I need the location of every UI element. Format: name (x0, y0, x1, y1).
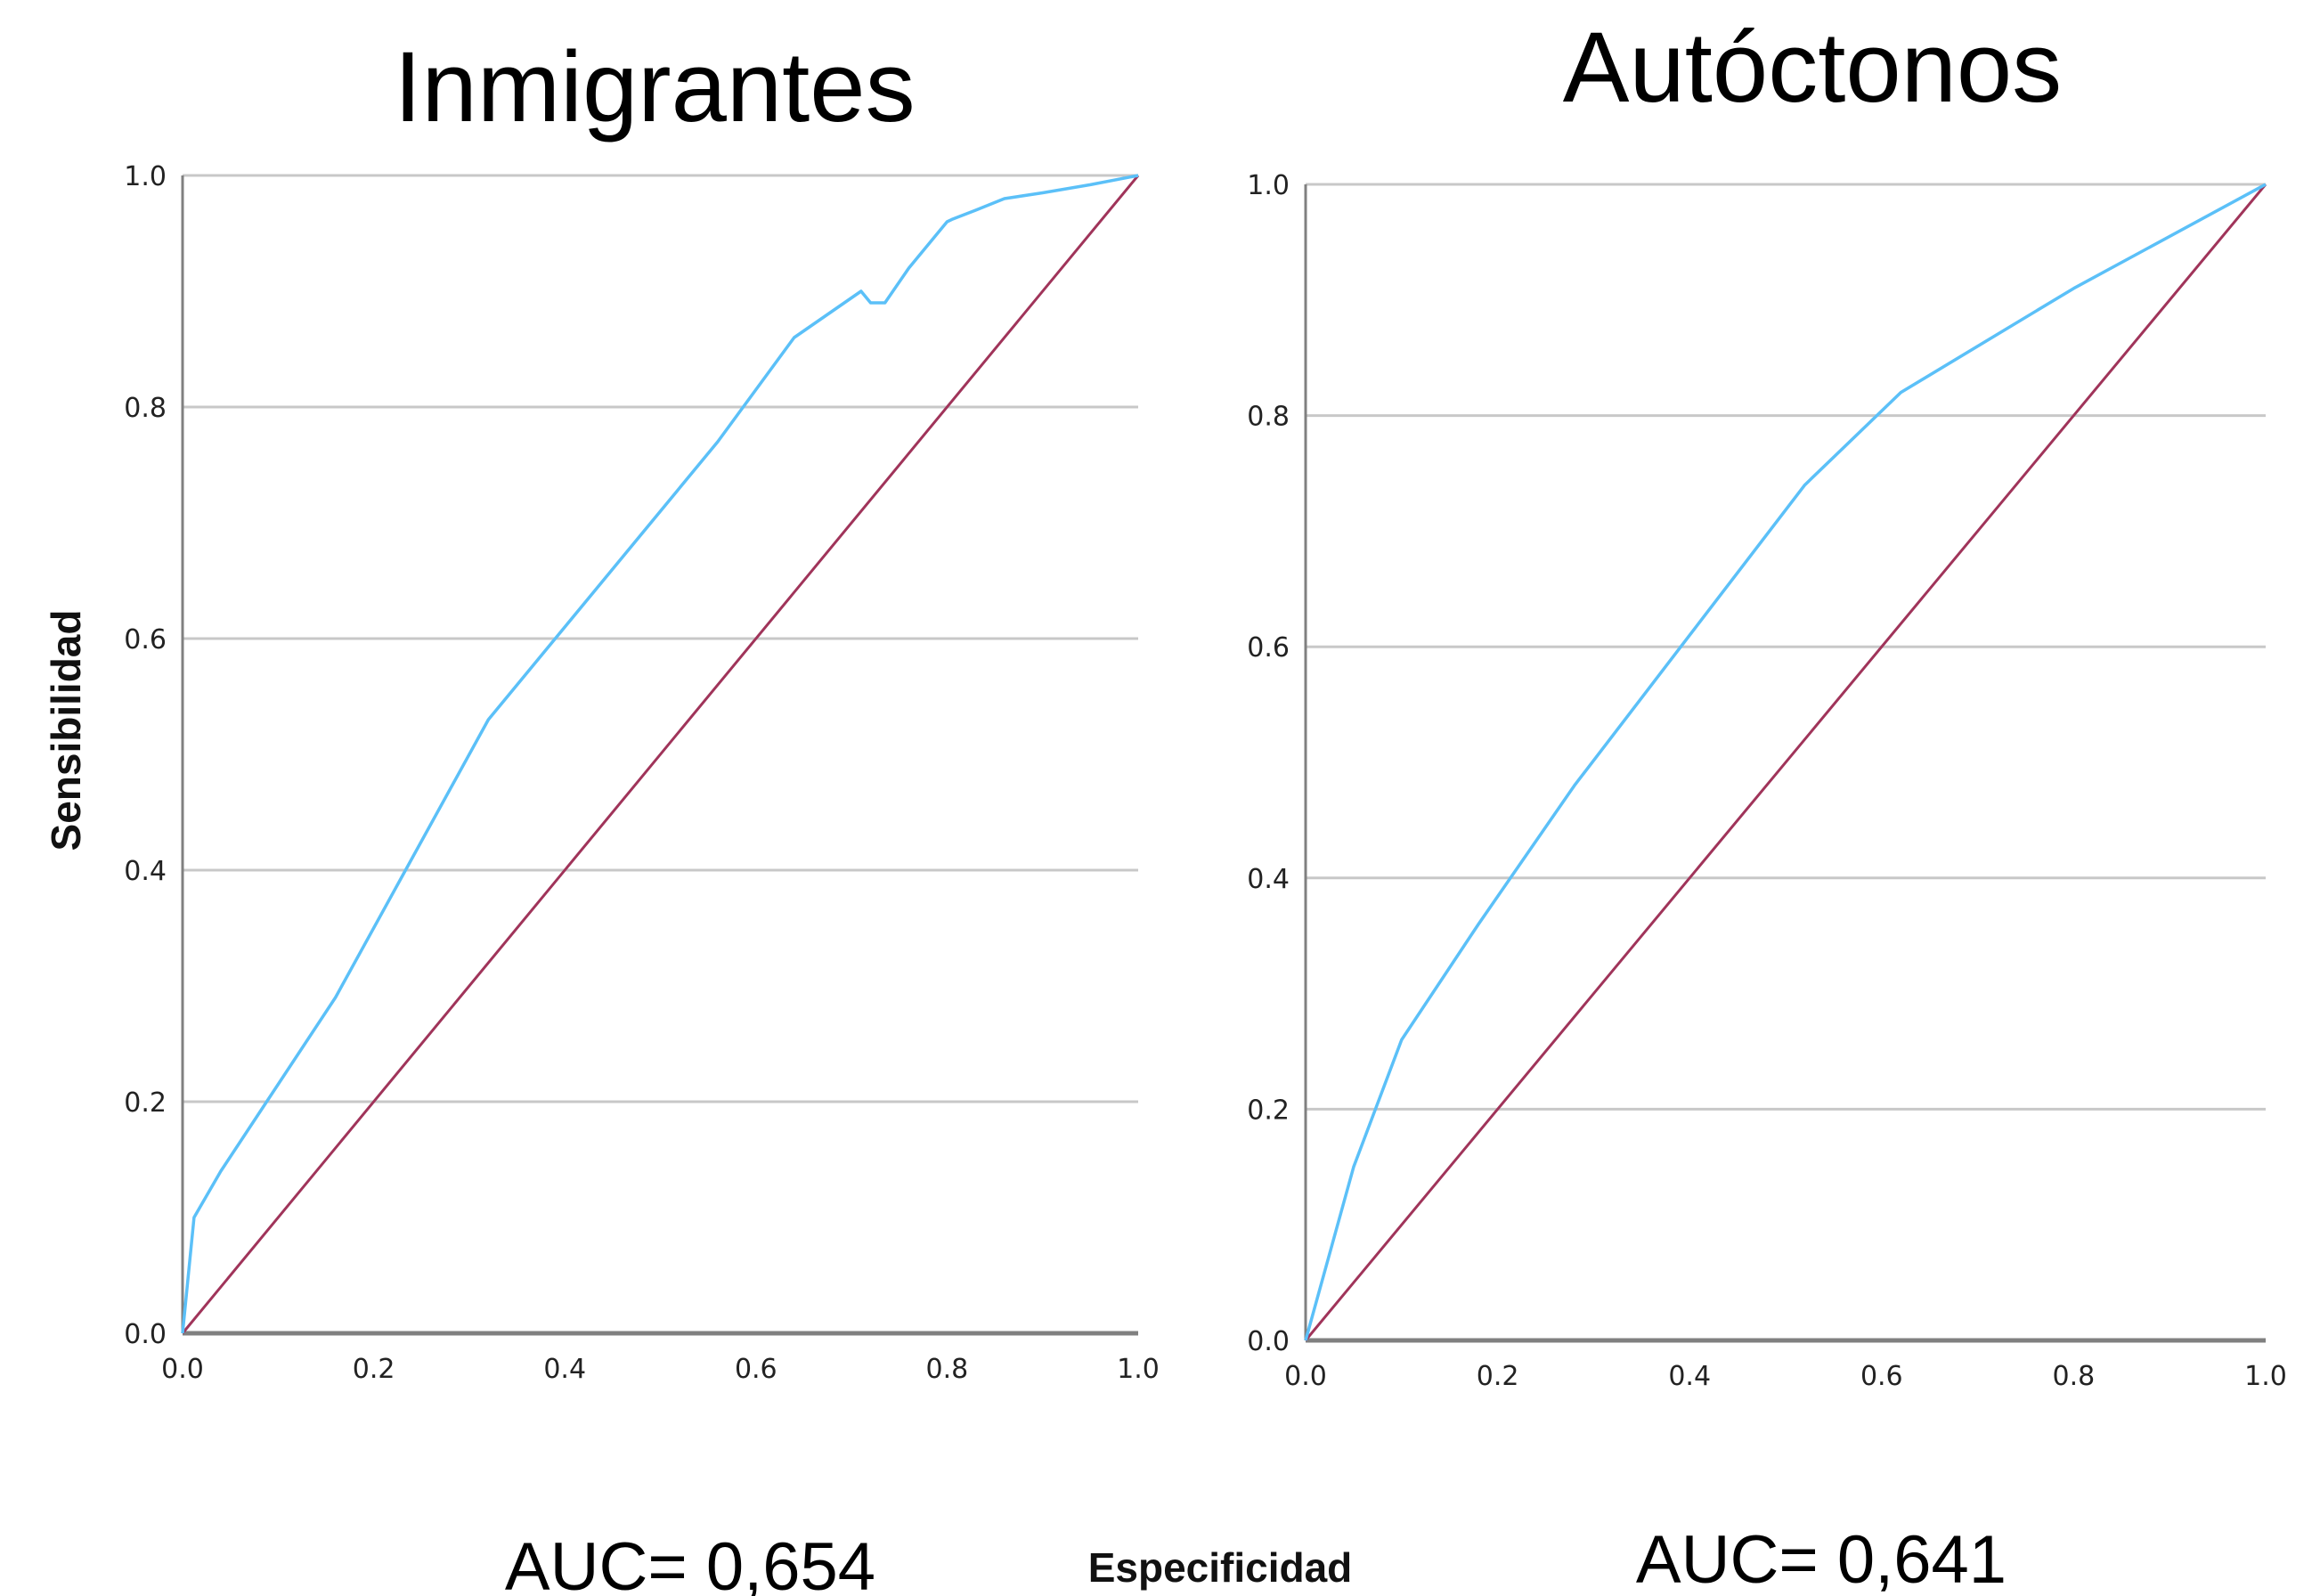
autoctonos-roc-curve (1304, 183, 2267, 1341)
autoctonos-y-tick-label: 0.8 (1247, 402, 1290, 433)
autoctonos-y-tick-label: 0.2 (1247, 1095, 1290, 1126)
autoctonos-x-tick-label: 0.0 (1284, 1361, 1327, 1392)
inmigrantes-x-tick-label: 0.4 (543, 1354, 586, 1385)
auc-annotation-inmigrantes: AUC= 0,654 (505, 1529, 875, 1596)
inmigrantes-y-tick-label: 1.0 (124, 161, 167, 192)
x-axis-label: Especificidad (1088, 1544, 1353, 1591)
inmigrantes-x-tick-label: 0.2 (353, 1354, 395, 1385)
inmigrantes-y-tick-label: 0.8 (124, 393, 167, 424)
autoctonos-x-tick-label: 0.6 (1860, 1361, 1903, 1392)
inmigrantes-x-tick-label: 0.0 (161, 1354, 204, 1385)
y-axis-label: Sensibilidad (43, 610, 89, 851)
inmigrantes-x-tick-label: 0.6 (735, 1354, 777, 1385)
roc-panel-autoctonos: 0.0 0.2 0.4 0.6 0.8 1.0 0.0 0.2 0.4 0.6 0.8 1.0 (1247, 170, 2287, 1392)
inmigrantes-reference-diagonal (181, 175, 1140, 1334)
auc-annotation-autoctonos: AUC= 0,641 (1636, 1522, 2007, 1596)
inmigrantes-y-tick-label: 0.4 (124, 856, 167, 887)
autoctonos-y-tick-label: 1.0 (1247, 170, 1290, 201)
autoctonos-x-tick-label: 0.2 (1477, 1361, 1519, 1392)
chart-title-autoctonos: Autóctonos (1563, 12, 2062, 123)
inmigrantes-roc-curve (181, 174, 1139, 1334)
chart-title-inmigrantes: Inmigrantes (394, 31, 915, 142)
roc-panel-inmigrantes: 0.0 0.2 0.4 0.6 0.8 1.0 0.0 0.2 0.4 0.6 0.8 1.0 (124, 161, 1160, 1385)
inmigrantes-y-tick-label: 0.6 (124, 624, 167, 656)
inmigrantes-y-tick-label: 0.0 (124, 1319, 167, 1350)
inmigrantes-x-tick-label: 1.0 (1117, 1354, 1160, 1385)
autoctonos-reference-diagonal (1304, 183, 2267, 1341)
inmigrantes-x-tick-label: 0.8 (926, 1354, 969, 1385)
autoctonos-x-tick-label: 1.0 (2244, 1361, 2287, 1392)
autoctonos-x-tick-label: 0.4 (1668, 1361, 1711, 1392)
autoctonos-y-tick-label: 0.0 (1247, 1326, 1290, 1357)
autoctonos-x-tick-label: 0.8 (2053, 1361, 2096, 1392)
inmigrantes-y-tick-label: 0.2 (124, 1087, 167, 1119)
autoctonos-y-tick-label: 0.6 (1247, 632, 1290, 664)
autoctonos-y-tick-label: 0.4 (1247, 864, 1290, 895)
